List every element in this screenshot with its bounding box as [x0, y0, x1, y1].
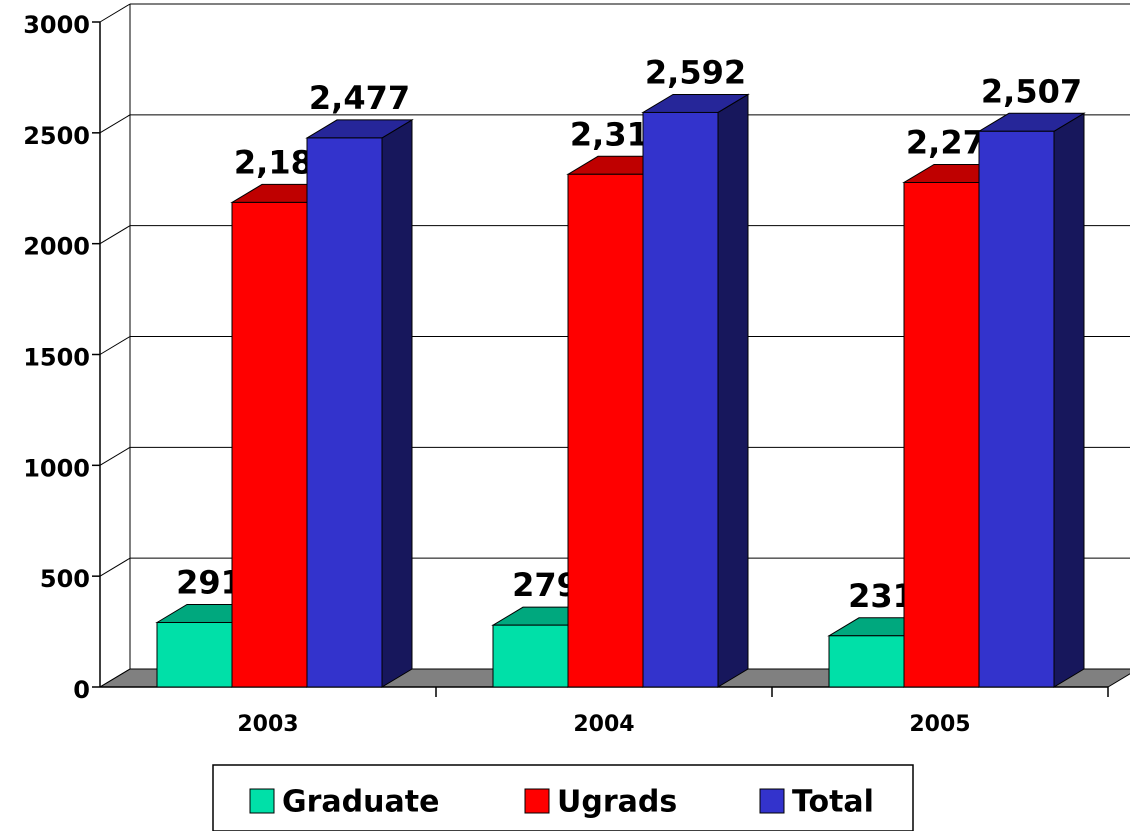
bar-front: [828, 635, 905, 688]
bar: [305, 119, 414, 688]
y-tick-label: 1500: [23, 344, 90, 372]
grid-line-side: [99, 668, 131, 688]
bar-front: [903, 181, 980, 688]
grid-line-side: [99, 336, 131, 355]
data-label: 2,592: [645, 53, 746, 91]
x-tick-label: 2005: [909, 712, 970, 737]
y-tick-label: 2500: [23, 122, 90, 150]
bar-front: [978, 130, 1055, 688]
bar-front: [156, 621, 233, 688]
y-tick-label: 1000: [23, 454, 90, 482]
grid-line-side: [99, 225, 131, 245]
bar: [641, 93, 750, 688]
bar-front: [306, 137, 383, 688]
x-tick-label: 2003: [237, 712, 298, 737]
bar-side: [717, 93, 749, 688]
y-tick-label: 2000: [23, 233, 90, 261]
grid-line-side: [99, 114, 131, 134]
bar-side: [1053, 112, 1085, 688]
y-tick-label: 3000: [23, 11, 90, 39]
grid-line-side: [99, 446, 131, 466]
legend-label: Graduate: [282, 785, 439, 820]
y-tick-label: 0: [73, 676, 90, 704]
legend-box: [212, 764, 914, 831]
grid-line-side: [99, 3, 131, 23]
legend-swatch: [249, 788, 275, 814]
legend-label: Ugrads: [557, 785, 677, 820]
legend-swatch: [759, 788, 785, 814]
bar-side: [381, 119, 413, 688]
bar-front: [492, 624, 569, 688]
bar-front: [567, 173, 644, 688]
data-label: 2,507: [981, 72, 1082, 110]
bar: [977, 112, 1086, 688]
legend-swatch: [524, 788, 550, 814]
x-tick-label: 2004: [573, 712, 634, 737]
grid-line-side: [99, 557, 131, 577]
bar-front: [231, 201, 308, 688]
bar-front: [642, 111, 719, 688]
legend-label: Total: [792, 785, 874, 820]
y-tick-label: 500: [40, 565, 90, 593]
data-label: 2,477: [309, 79, 410, 117]
